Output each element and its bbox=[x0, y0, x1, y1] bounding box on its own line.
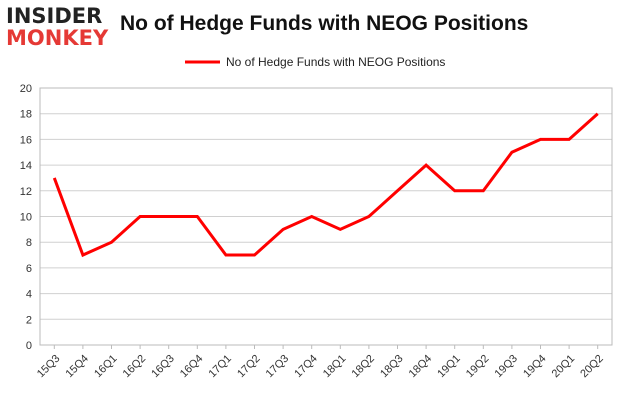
y-tick-label: 2 bbox=[26, 314, 32, 326]
y-tick-label: 18 bbox=[20, 109, 32, 121]
x-tick-label: 17Q2 bbox=[235, 353, 263, 381]
logo-text-insider: INSIDER bbox=[6, 4, 103, 28]
x-tick-label: 16Q1 bbox=[92, 353, 120, 381]
x-tick-label: 18Q1 bbox=[321, 353, 349, 381]
x-tick-label: 15Q4 bbox=[63, 353, 91, 381]
x-tick-label: 19Q3 bbox=[492, 353, 520, 381]
insider-monkey-logo: INSIDER MONKEY bbox=[6, 4, 116, 54]
x-tick-label: 20Q1 bbox=[550, 353, 578, 381]
x-tick-label: 16Q4 bbox=[178, 353, 206, 381]
y-tick-label: 6 bbox=[26, 263, 32, 275]
x-tick-label: 18Q4 bbox=[407, 353, 435, 381]
chart-title: No of Hedge Funds with NEOG Positions bbox=[120, 12, 529, 35]
y-tick-label: 10 bbox=[20, 212, 32, 224]
x-tick-label: 16Q3 bbox=[149, 353, 177, 381]
x-tick-label: 20Q2 bbox=[578, 353, 606, 381]
x-tick-label: 15Q3 bbox=[35, 353, 63, 381]
series-line bbox=[52, 112, 599, 258]
plot-frame bbox=[39, 87, 613, 346]
y-tick-label: 8 bbox=[26, 237, 32, 249]
x-tick-label: 19Q1 bbox=[435, 353, 463, 381]
y-axis-ticks: 0 2 4 6 8 10 12 14 16 18 20 bbox=[20, 83, 32, 352]
x-tick-label: 17Q4 bbox=[292, 353, 320, 381]
x-tick-label: 18Q3 bbox=[378, 353, 406, 381]
y-tick-label: 20 bbox=[20, 83, 32, 95]
x-tick-label: 17Q3 bbox=[264, 353, 292, 381]
series-group bbox=[52, 112, 599, 258]
legend-label: No of Hedge Funds with NEOG Positions bbox=[226, 55, 445, 69]
x-tick-label: 16Q2 bbox=[121, 353, 149, 381]
logo-text-monkey: MONKEY bbox=[6, 26, 109, 50]
y-tick-label: 14 bbox=[20, 160, 32, 172]
x-axis-ticks: 15Q3 15Q4 16Q1 16Q2 16Q3 16Q4 17Q1 17Q2 17Q3 17Q4… bbox=[35, 345, 606, 380]
grid-lines bbox=[40, 87, 612, 346]
legend: No of Hedge Funds with NEOG Positions bbox=[185, 55, 445, 69]
x-tick-label: 18Q2 bbox=[349, 353, 377, 381]
y-tick-label: 4 bbox=[26, 289, 32, 301]
y-tick-label: 0 bbox=[26, 340, 32, 352]
y-tick-label: 16 bbox=[20, 134, 32, 146]
x-tick-label: 19Q2 bbox=[464, 353, 492, 381]
x-tick-label: 19Q4 bbox=[521, 353, 549, 381]
y-tick-label: 12 bbox=[20, 186, 32, 198]
x-tick-label: 17Q1 bbox=[206, 353, 234, 381]
